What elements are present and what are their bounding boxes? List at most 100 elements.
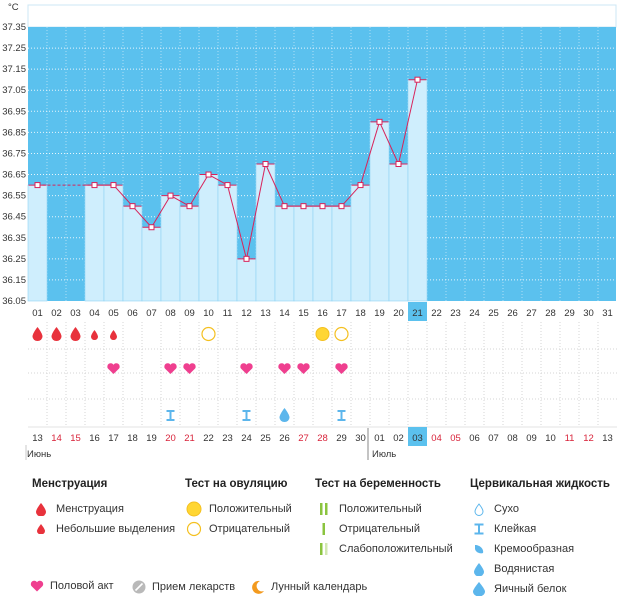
temperature-line-segment (246, 163, 266, 259)
temperature-line-segment (360, 121, 380, 186)
fluid-sticky-icon (166, 419, 175, 421)
date-label: 04 (431, 433, 442, 444)
legend-ovulation-title: Тест на овуляцию (185, 478, 288, 490)
fluid-sticky-icon (169, 412, 172, 419)
day-label: 12 (241, 308, 252, 319)
temperature-point (167, 192, 174, 199)
date-label: 15 (70, 433, 81, 444)
y-tick-label: 36.35 (2, 233, 26, 244)
fluid-watery-icon (470, 562, 488, 576)
drop-large-icon (32, 502, 50, 516)
day-label: 06 (127, 308, 138, 319)
legend-label: Отрицательный (209, 523, 290, 535)
temperature-line-segment (341, 184, 361, 207)
temperature-line-segment (265, 163, 285, 207)
moon-icon (251, 580, 265, 594)
y-tick-label: 37.25 (2, 43, 26, 54)
day-label: 13 (260, 308, 271, 319)
temperature-point (129, 203, 136, 210)
day-label: 24 (469, 308, 480, 319)
temperature-point (91, 182, 98, 189)
day-label: 03 (70, 308, 81, 319)
date-label: 25 (260, 433, 271, 444)
legend: Менструация Менструация Небольшие выделе… (0, 478, 626, 596)
date-label: 14 (51, 433, 62, 444)
y-tick-label: 36.55 (2, 191, 26, 202)
temperature-line-segment (398, 79, 418, 165)
y-tick-label: 37.15 (2, 64, 26, 75)
day-label: 08 (165, 308, 176, 319)
y-tick-label: 36.25 (2, 254, 26, 265)
temperature-bar (274, 205, 295, 302)
legend-item-ovulation-positive: Положительный (185, 499, 292, 519)
legend-item-pregnancy-weak: Слабоположительный (315, 539, 453, 559)
pill-icon (132, 580, 146, 594)
menstruation-drop-icon (51, 327, 62, 341)
fluid-sticky-icon (337, 419, 346, 421)
y-tick-label: 36.15 (2, 275, 26, 286)
temperature-point (224, 182, 231, 189)
date-label: 18 (127, 433, 138, 444)
y-tick-label: 36.05 (2, 296, 26, 307)
legend-label: Прием лекарств (152, 581, 236, 593)
legend-item-fluid-eggwhite: Яичный белок (470, 579, 610, 599)
legend-label: Клейкая (494, 523, 537, 535)
temperature-line-segment (132, 205, 152, 228)
legend-item-fluid-creamy: Кремообразная (470, 539, 610, 559)
date-label: 22 (203, 433, 214, 444)
temperature-point (338, 203, 345, 210)
date-label: 01 (374, 433, 385, 444)
day-label: 19 (374, 308, 385, 319)
y-tick-label: 36.85 (2, 127, 26, 138)
date-label: 10 (545, 433, 556, 444)
date-label: 16 (89, 433, 100, 444)
menstruation-drop-icon (32, 327, 43, 341)
ovulation-negative-icon (334, 326, 349, 342)
day-label: 11 (223, 308, 233, 319)
heart-icon (183, 363, 196, 374)
day-label: 09 (184, 308, 195, 319)
day-label: 21 (412, 308, 423, 319)
date-label: 23 (222, 433, 233, 444)
legend-item-spotting: Небольшие выделения (32, 519, 175, 539)
date-label: 24 (241, 433, 252, 444)
legend-label: Положительный (339, 503, 422, 515)
legend-fluid-title: Цервикальная жидкость (470, 478, 610, 490)
legend-menstruation-title: Менструация (32, 478, 108, 490)
legend-item-pregnancy-positive: Положительный (315, 499, 453, 519)
legend-bottom-row: Половой акт Прием лекарств Лунный календ… (0, 580, 626, 595)
ovulation-positive-icon (315, 327, 330, 341)
heart-icon (164, 363, 177, 374)
legend-pregnancy-test: Тест на беременность Положительный Отриц… (315, 478, 453, 559)
pregnancy-negative-icon (315, 522, 333, 536)
fluid-sticky-icon (166, 410, 175, 412)
fluid-sticky-icon (470, 523, 488, 535)
temperature-bar (27, 184, 48, 302)
date-label: 19 (146, 433, 157, 444)
legend-item-fluid-dry: Сухо (470, 499, 610, 519)
date-label: 21 (184, 433, 195, 444)
pregnancy-positive-icon (315, 502, 333, 516)
month-label: Июнь (27, 449, 51, 460)
temperature-point (186, 203, 193, 210)
heart-icon (240, 363, 253, 374)
heart-icon (297, 363, 310, 374)
date-label: 17 (108, 433, 119, 444)
temperature-line-segment (189, 174, 209, 207)
temperature-bar (312, 205, 333, 302)
temperature-point (414, 76, 421, 83)
bbt-chart: 37.35 37.25 37.15 37.05 36.95 36.85 36.75 36.65… (2, 2, 617, 460)
date-label: 29 (336, 433, 347, 444)
day-label: 18 (355, 308, 366, 319)
legend-item-ovulation-negative: Отрицательный (185, 519, 292, 539)
day-label: 26 (507, 308, 518, 319)
temperature-point (148, 224, 155, 231)
temperature-line-segment (379, 121, 399, 165)
y-axis: 37.35 37.25 37.15 37.05 36.95 36.85 36.75 36.65… (2, 22, 26, 307)
date-label: 13 (32, 433, 43, 444)
temperature-bar (255, 163, 276, 302)
ovulation-negative-icon (185, 521, 203, 537)
date-label: 09 (526, 433, 537, 444)
legend-label: Кремообразная (494, 543, 575, 555)
temperature-point (395, 161, 402, 167)
